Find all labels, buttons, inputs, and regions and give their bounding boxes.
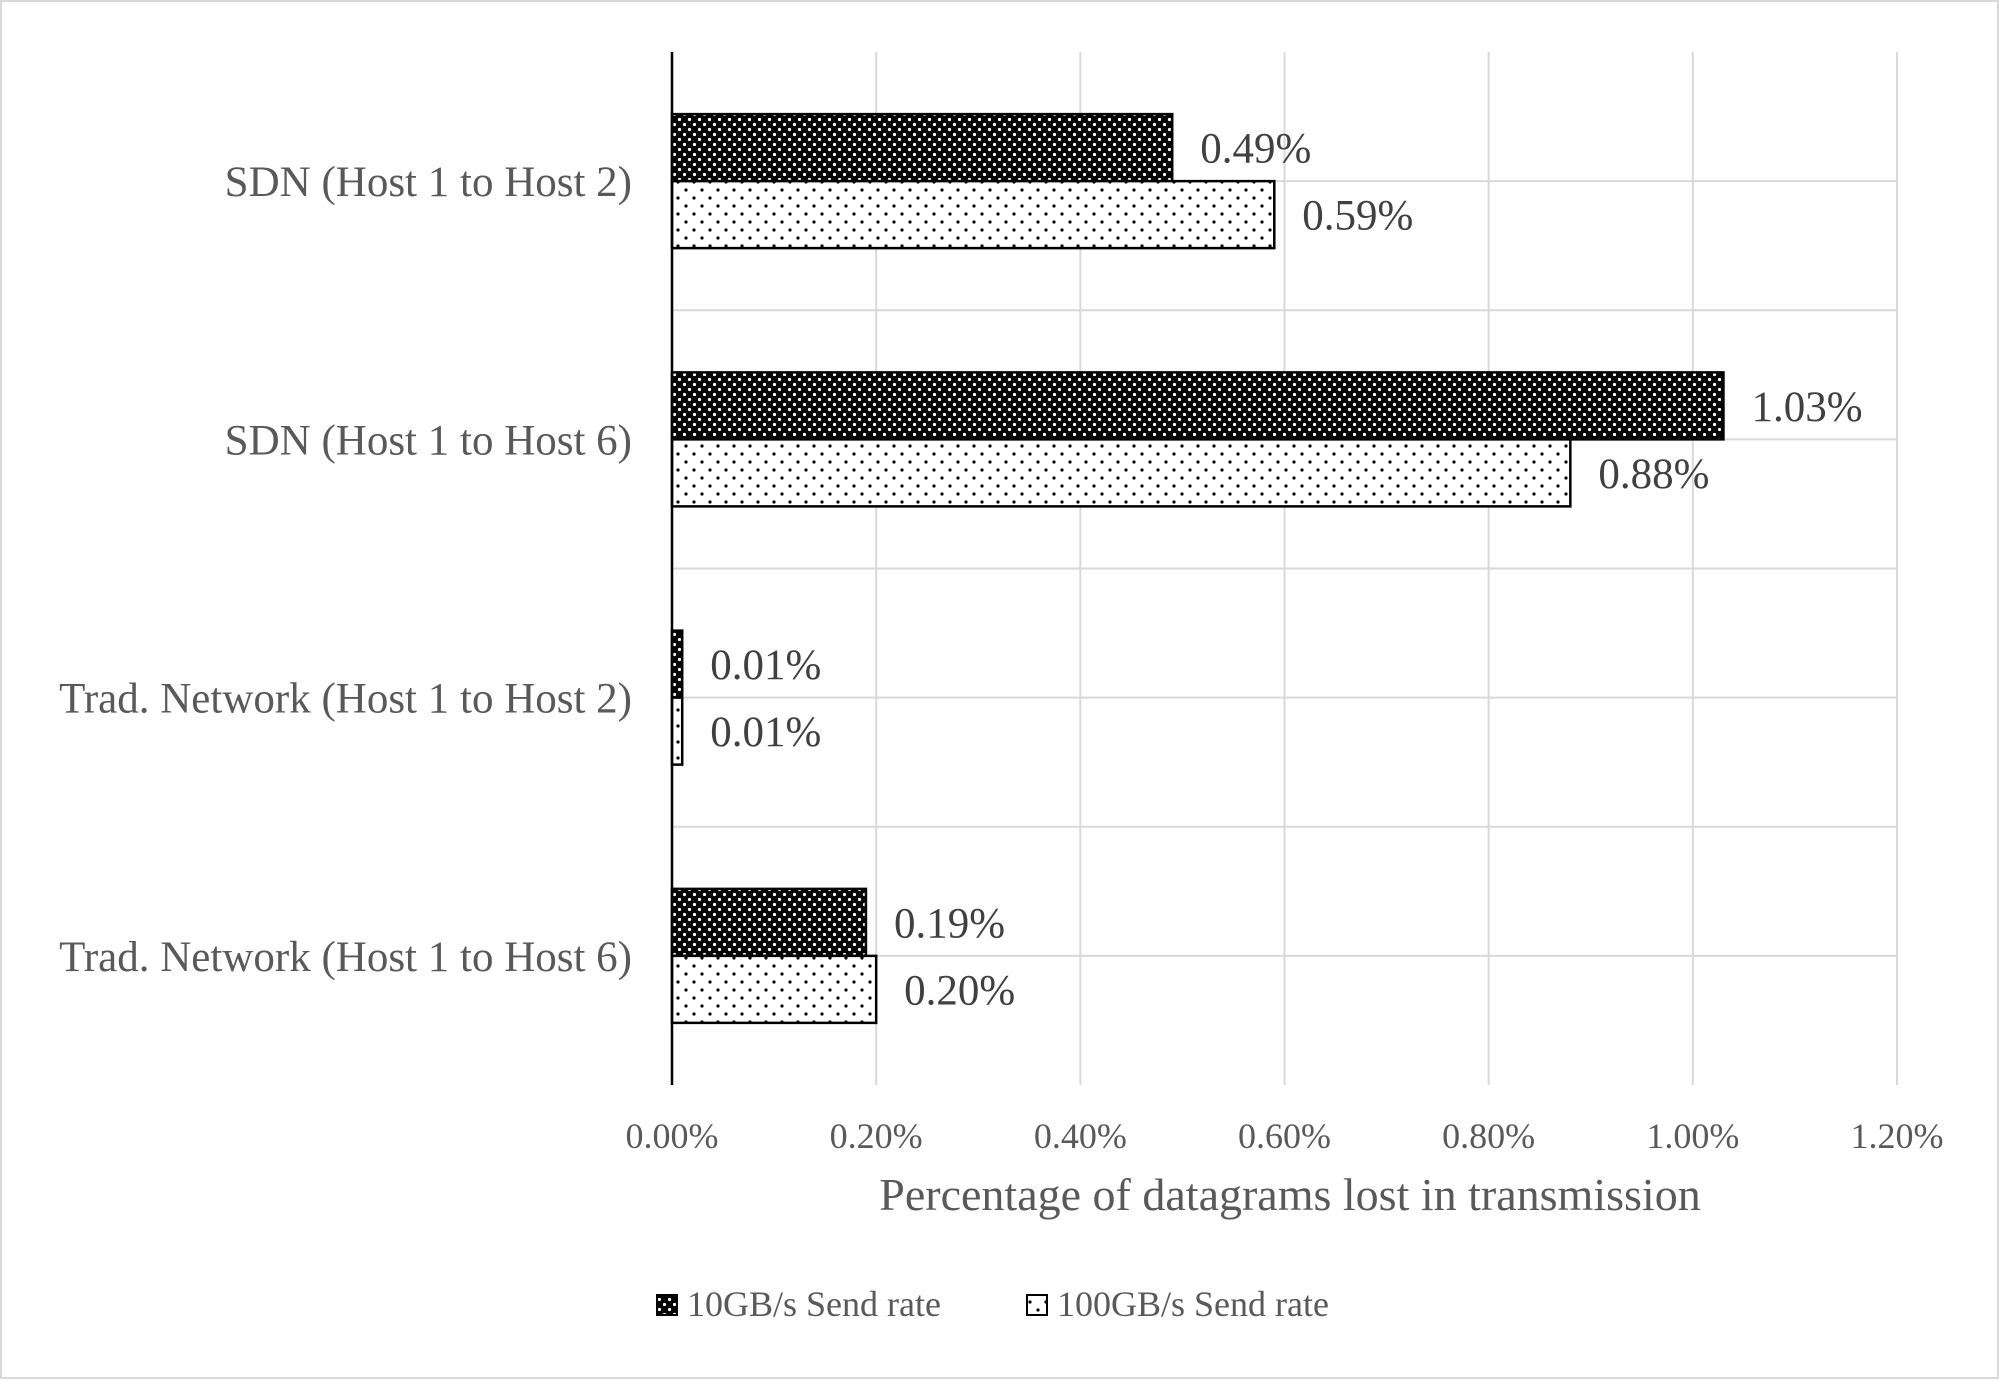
data-label: 1.03%	[1751, 384, 1862, 431]
bar-series2	[670, 179, 1276, 250]
category-label: SDN (Host 1 to Host 2)	[225, 159, 632, 206]
data-label: 0.19%	[894, 900, 1005, 947]
x-tick-label: 0.80%	[1442, 1116, 1535, 1156]
data-label: 0.59%	[1302, 193, 1413, 240]
legend-label-2: 100GB/s Send rate	[1057, 1284, 1329, 1324]
data-label: 0.49%	[1200, 126, 1311, 173]
legend-label-1: 10GB/s Send rate	[687, 1284, 941, 1324]
bar-series1	[670, 887, 868, 958]
bar-series1	[670, 112, 1174, 183]
legend-swatch-2	[1026, 1294, 1048, 1316]
category-label: Trad. Network (Host 1 to Host 2)	[59, 676, 632, 723]
legend: 10GB/s Send rate 100GB/s Send rate	[656, 1284, 1329, 1324]
bar-series1	[670, 371, 1725, 441]
x-tick-label: 1.00%	[1646, 1116, 1739, 1156]
bar-series2	[670, 696, 684, 766]
category-label: SDN (Host 1 to Host 6)	[225, 417, 632, 464]
x-tick-label: 0.00%	[626, 1116, 719, 1156]
bar-series2	[670, 954, 878, 1025]
category-label: Trad. Network (Host 1 to Host 6)	[59, 934, 632, 981]
bars	[670, 112, 1725, 1025]
x-tick-label: 1.20%	[1851, 1116, 1944, 1156]
bar-series1	[670, 629, 684, 699]
x-tick-label: 0.20%	[830, 1116, 923, 1156]
x-tick-label: 0.60%	[1238, 1116, 1331, 1156]
legend-swatch-1	[656, 1294, 678, 1316]
bar-series2	[670, 438, 1572, 508]
data-label: 0.88%	[1598, 451, 1709, 498]
data-label: 0.20%	[904, 967, 1015, 1014]
data-label: 0.01%	[710, 709, 821, 756]
labels: 0.00% 0.20% 0.40% 0.60% 0.80% 1.00% 1.20% 0.49%…	[59, 126, 1943, 1156]
x-tick-label: 0.40%	[1034, 1116, 1127, 1156]
x-axis-title: Percentage of datagrams lost in transmis…	[879, 1169, 1700, 1220]
data-label: 0.01%	[710, 642, 821, 689]
